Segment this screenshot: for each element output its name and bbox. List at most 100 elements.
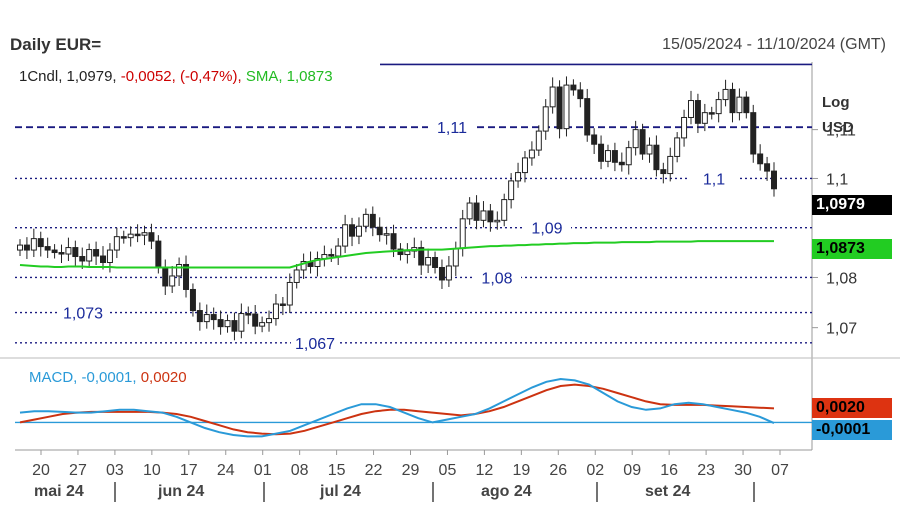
candle-body [639, 129, 646, 155]
x-tick-label: 26 [549, 462, 567, 479]
macd-legend: MACD, -0,0001, 0,0020 [29, 369, 187, 386]
last-price-box: 1,0979 [812, 195, 892, 215]
candle-body [667, 155, 674, 175]
candle-body [300, 261, 307, 271]
x-tick-label: 16 [660, 462, 678, 479]
candle-body [259, 322, 266, 327]
candle-body [604, 150, 611, 162]
axis-currency: USD [822, 119, 854, 136]
legend-series: 1Cndl, [19, 68, 67, 85]
legend-last: 1,0979, [66, 68, 121, 85]
candle-body [238, 313, 245, 332]
x-tick-label: 05 [439, 462, 457, 479]
candle-body [106, 249, 113, 263]
sma-price-box: 1,0873 [812, 239, 892, 259]
candle-body [210, 314, 217, 321]
candle-body [349, 224, 356, 237]
candle-body [577, 89, 584, 100]
x-tick-label: 29 [402, 462, 420, 479]
candle-body [23, 244, 30, 251]
macd-box: -0,0001 [812, 420, 892, 440]
level-label: 1,067 [295, 336, 335, 353]
candle-body [681, 116, 688, 139]
candle-body [189, 288, 196, 312]
candle-body [556, 86, 563, 130]
y-tick-label: 1,07 [826, 321, 857, 338]
y-tick-label: 1,1 [826, 171, 848, 188]
signal-value: 0,0020 [140, 369, 187, 386]
candle-body [591, 134, 598, 145]
legend-sma-label: SMA, [245, 68, 287, 85]
candle-body [162, 266, 169, 287]
candle-body [438, 266, 445, 281]
candle-body [542, 106, 549, 132]
candle-body [521, 157, 528, 174]
candle-body [231, 320, 238, 332]
x-tick-label: 07 [771, 462, 789, 479]
month-label-set: set 24 [645, 483, 691, 500]
candle-body [286, 281, 293, 306]
candle-body [58, 252, 65, 255]
candle-body [203, 314, 210, 323]
candle-body [30, 238, 37, 251]
x-tick-label: 24 [217, 462, 235, 479]
candle-body [528, 149, 535, 159]
candle-body [37, 238, 44, 248]
candle-body [44, 246, 51, 251]
month-label-jul: jul 24 [320, 483, 361, 500]
level-label: 1,073 [63, 306, 103, 323]
candle-body [169, 275, 176, 287]
candle-body [51, 249, 58, 254]
candle-body [694, 100, 701, 124]
x-tick-label: 12 [476, 462, 494, 479]
y-tick-label: 1,11 [826, 123, 856, 140]
candle-body [432, 257, 439, 268]
candle-body [79, 256, 86, 262]
candle-body [404, 250, 411, 256]
x-tick-label: 15 [328, 462, 346, 479]
x-tick-label: 03 [106, 462, 124, 479]
candle-body [736, 96, 743, 114]
axis-scale: Log [822, 94, 850, 111]
candle-body [708, 112, 715, 115]
candle-body [65, 247, 72, 255]
candle-body [494, 219, 501, 223]
candle-body [390, 233, 397, 250]
x-tick-label: 30 [734, 462, 752, 479]
x-tick-label: 22 [365, 462, 383, 479]
candle-body [549, 86, 556, 108]
x-tick-label: 27 [69, 462, 87, 479]
candle-body [293, 269, 300, 283]
candle-body [252, 313, 259, 327]
candle-body [328, 254, 335, 257]
candle-body [729, 88, 736, 114]
candle-body [459, 218, 466, 250]
candle-body [487, 210, 494, 223]
signal-box: 0,0020 [812, 398, 892, 418]
month-label-jun: jun 24 [158, 483, 205, 500]
macd-label: MACD, [29, 369, 82, 386]
level-label: 1,1 [703, 171, 725, 188]
candle-body [618, 161, 625, 166]
candle-body [176, 263, 183, 277]
candle-body [722, 88, 729, 101]
candle-body [314, 258, 321, 267]
candles [17, 76, 777, 341]
month-label-mai: mai 24 [34, 483, 84, 500]
x-tick-label: 08 [291, 462, 309, 479]
candle-body [611, 150, 618, 163]
level-label-bg [690, 168, 738, 189]
candle-body [445, 265, 452, 281]
candle-body [598, 143, 605, 162]
candle-body [355, 225, 362, 237]
candle-body [757, 153, 764, 165]
candle-body [17, 244, 23, 251]
candle-body [653, 144, 660, 171]
level-label: 1,08 [481, 270, 512, 287]
candle-body [148, 232, 155, 242]
candle-body [100, 255, 107, 263]
x-tick-label: 19 [512, 462, 530, 479]
candle-body [508, 180, 515, 201]
candle-body [183, 263, 190, 290]
